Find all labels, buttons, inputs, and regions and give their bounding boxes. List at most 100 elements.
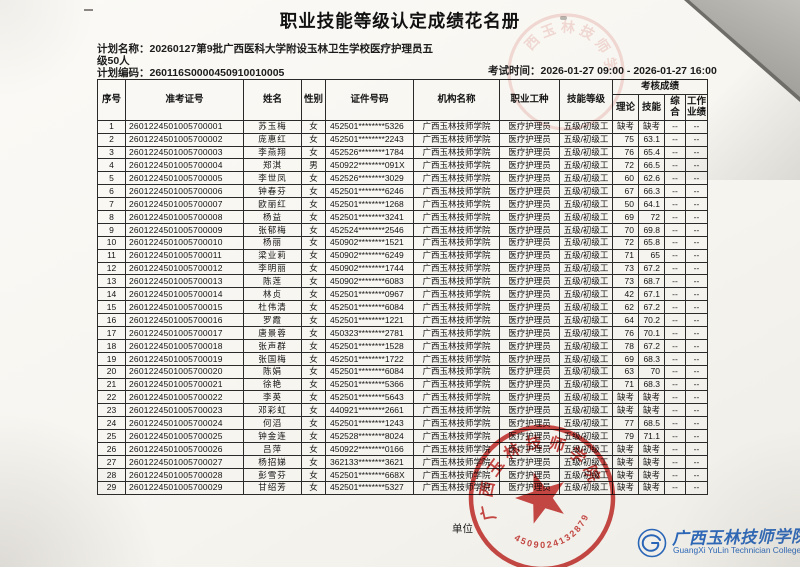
cell-name: 钟金连: [243, 429, 302, 444]
cell-skill_level: 五级/初级工: [559, 416, 613, 431]
cell-ticket_no: 2601224501005700029: [125, 480, 244, 495]
cell-score_theory: 77: [612, 416, 639, 431]
table-row: 27 2601224501005700027 杨招娣女 362133********3…: [97, 454, 709, 469]
cell-gender: 女: [301, 235, 326, 250]
cell-name: 徐艳: [243, 377, 302, 392]
cell-ticket_no: 2601224501005700008: [125, 210, 244, 224]
cell-ticket_no: 2601224501005700019: [125, 351, 244, 366]
cell-name: 何滔: [243, 416, 302, 431]
cell-score_skill: 72: [638, 210, 665, 224]
cell-org_name: 广西玉林技师学院: [413, 235, 500, 250]
table-row: 14 2601224501005700014 林贞女 452501********09…: [97, 287, 709, 302]
cell-score_work: --: [684, 145, 709, 160]
cell-occupation: 医疗护理员: [499, 442, 560, 456]
cell-score_skill: 70.2: [638, 313, 665, 328]
plan-code-value: 260116S0000450910010005: [149, 67, 285, 79]
cell-score_comprehensive: --: [664, 480, 686, 495]
cell-score_work: --: [684, 377, 709, 392]
cell-score_theory: 69: [612, 351, 639, 366]
cell-ticket_no: 2601224501005700023: [125, 403, 244, 418]
cell-id_number: 452528********8024: [325, 429, 414, 444]
cell-score_skill: 67.2: [638, 338, 665, 353]
cell-org_name: 广西玉林技师学院: [413, 403, 500, 418]
cell-org_name: 广西玉林技师学院: [413, 338, 500, 353]
cell-ticket_no: 2601224501005700027: [125, 454, 244, 469]
cell-score_work: --: [684, 454, 709, 469]
cell-id_number: 452501********1221: [325, 313, 414, 328]
cell-skill_level: 五级/初级工: [559, 313, 613, 328]
cell-ticket_no: 2601224501005700018: [125, 338, 244, 353]
cell-ticket_no: 2601224501005700011: [125, 248, 244, 263]
cell-score_skill: 63.1: [638, 132, 665, 147]
cell-id_number: 452501********6246: [325, 184, 414, 199]
cell-score_work: --: [684, 338, 709, 353]
cell-id_number: 452501********1528: [325, 338, 414, 353]
cell-org_name: 广西玉林技师学院: [413, 171, 500, 186]
cell-skill_level: 五级/初级工: [559, 480, 613, 495]
cell-skill_level: 五级/初级工: [559, 287, 613, 302]
cell-score_theory: 73: [612, 274, 639, 289]
cell-no: 20: [97, 364, 126, 379]
cell-no: 9: [97, 222, 126, 237]
cell-gender: 女: [301, 210, 326, 224]
cell-skill_level: 五级/初级工: [559, 261, 613, 276]
plan-code-line: 计划编码：260116S0000450910010005: [97, 65, 284, 80]
cell-name: 杨丽: [243, 235, 302, 250]
cell-occupation: 医疗护理员: [499, 222, 560, 237]
table-row: 5 2601224501005700005 李世凤女 452526********30…: [97, 171, 709, 186]
cell-id_number: 452501********0967: [325, 287, 414, 302]
cell-score_comprehensive: --: [664, 248, 686, 263]
cell-gender: 女: [301, 480, 326, 495]
table-row: 9 2601224501005700009 张郁梅女 452524********25…: [97, 222, 709, 237]
cell-name: 罗霞: [243, 313, 302, 328]
cell-ticket_no: 2601224501005700001: [125, 119, 244, 134]
plan-name-value-line1: 20260127第9批广西医科大学附设玉林卫生学校医疗护理员五: [149, 43, 434, 55]
cell-name: 陈莲: [243, 274, 302, 289]
cell-gender: 女: [301, 287, 326, 302]
cell-org_name: 广西玉林技师学院: [413, 351, 500, 366]
cell-name: 杨益: [243, 210, 302, 224]
table-row: 3 2601224501005700003 李燕翔女 452526********17…: [97, 145, 709, 160]
cell-gender: 女: [301, 326, 326, 340]
cell-score_work: --: [684, 248, 709, 263]
cell-ticket_no: 2601224501005700012: [125, 261, 244, 276]
cell-ticket_no: 2601224501005700022: [125, 390, 244, 405]
page-title: 职业技能等级认定成绩花名册: [279, 11, 521, 31]
cell-score_theory: 69: [612, 210, 639, 224]
cell-score_theory: 76: [612, 326, 639, 340]
cell-org_name: 广西玉林技师学院: [413, 467, 500, 482]
cell-skill_level: 五级/初级工: [559, 210, 613, 224]
cell-score_theory: 70: [612, 222, 639, 237]
cell-score_skill: 68.3: [638, 377, 665, 392]
cell-score_comprehensive: --: [664, 171, 686, 186]
cell-no: 14: [97, 287, 126, 302]
cell-name: 林贞: [243, 287, 302, 302]
cell-skill_level: 五级/初级工: [559, 171, 613, 186]
cell-score_theory: 72: [612, 158, 639, 173]
col-header-name: 姓名: [243, 79, 302, 121]
cell-score_skill: 缺考: [638, 442, 665, 456]
cell-score_comprehensive: --: [664, 274, 686, 289]
cell-occupation: 医疗护理员: [499, 338, 560, 353]
cell-score_skill: 70.1: [638, 326, 665, 340]
cell-occupation: 医疗护理员: [499, 145, 560, 160]
cell-org_name: 广西玉林技师学院: [413, 158, 500, 173]
cell-score_work: --: [684, 235, 709, 250]
cell-gender: 女: [301, 274, 326, 289]
cell-score_skill: 68.5: [638, 416, 665, 431]
cell-gender: 女: [301, 338, 326, 353]
cell-score_skill: 65: [638, 248, 665, 263]
cell-no: 10: [97, 235, 126, 250]
cell-occupation: 医疗护理员: [499, 158, 560, 173]
cell-score_comprehensive: --: [664, 287, 686, 302]
cell-score_skill: 65.4: [638, 145, 665, 160]
cell-name: 苏玉梅: [243, 119, 302, 134]
cell-score_skill: 62.6: [638, 171, 665, 186]
table-row: 24 2601224501005700024 何滔女 452501********12…: [97, 416, 709, 431]
cell-no: 11: [97, 248, 126, 263]
cell-no: 12: [97, 261, 126, 276]
cell-name: 庞惠红: [243, 132, 302, 147]
cell-no: 29: [97, 480, 126, 495]
cell-gender: 女: [301, 132, 326, 147]
